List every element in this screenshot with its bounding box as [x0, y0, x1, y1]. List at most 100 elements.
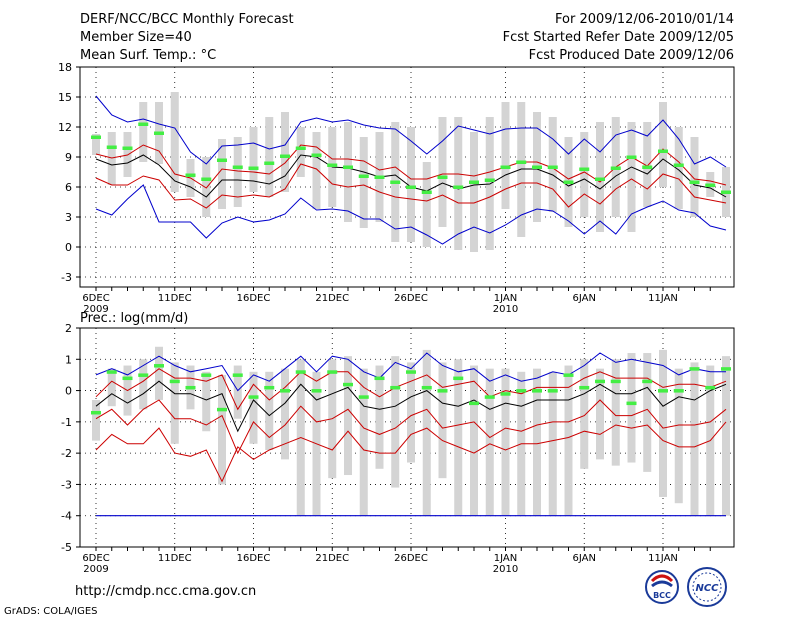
prec-ensemble-marker	[421, 385, 432, 390]
source-url[interactable]: http://cmdp.ncc.cma.gov.cn	[75, 584, 256, 599]
prec-spread-bar	[233, 365, 242, 419]
temperature-variable-label: Mean Surf. Temp.: °C	[80, 48, 216, 63]
prec-spread-bar	[202, 371, 211, 432]
temp-xtick-year: 2009	[83, 304, 108, 315]
temp-spread-bar	[659, 102, 667, 187]
prec-ensemble-marker	[516, 389, 527, 393]
prec-spread-bar	[659, 349, 667, 497]
prec-series-max	[95, 352, 726, 392]
prec-spread-bar	[281, 368, 289, 460]
temp-ensemble-marker	[106, 145, 117, 149]
prec-spread-bar	[548, 371, 557, 516]
temp-spread-bar	[501, 102, 510, 209]
prec-spread-bar	[564, 365, 573, 516]
temp-spread-bar	[249, 127, 258, 192]
prec-ensemble-marker	[547, 389, 558, 393]
prec-ytick-label: 0	[65, 385, 72, 398]
prec-ytick-label: -1	[61, 416, 72, 429]
bcc-logo-text: BCC	[653, 591, 671, 600]
prec-spread-bar	[596, 368, 604, 460]
prec-ensemble-marker	[122, 376, 133, 381]
temp-spread-bar	[312, 132, 321, 209]
prec-plot-frame	[79, 327, 735, 548]
temp-ensemble-marker	[453, 185, 464, 189]
temp-xtick-label: 21DEC	[315, 293, 349, 304]
temp-spread-bar	[296, 127, 305, 177]
prec-spread-bar	[643, 353, 652, 472]
temp-ytick-label: 12	[58, 121, 72, 134]
prec-spread-bar	[422, 349, 431, 516]
temp-ensemble-marker	[217, 158, 227, 162]
prec-ytick-label: -4	[61, 510, 72, 523]
prec-spread-bar	[218, 374, 226, 485]
temp-ensemble-marker	[658, 149, 668, 153]
temp-ensemble-marker	[721, 190, 731, 194]
prec-spread-bar	[501, 368, 510, 516]
prec-spread-bar	[674, 368, 683, 504]
prec-ensemble-marker	[469, 401, 479, 406]
temp-ensemble-marker	[689, 180, 700, 184]
temp-ytick-label: 0	[65, 241, 72, 254]
prec-series-min	[95, 421, 727, 483]
prec-ytick-label: 1	[65, 353, 72, 366]
prec-spread-bar	[265, 371, 274, 451]
prec-xtick-label: 26DEC	[394, 553, 428, 564]
prec-ensemble-marker	[106, 370, 117, 374]
prec-ensemble-marker	[295, 370, 306, 374]
prec-spread-bar	[375, 365, 384, 469]
temp-ytick-label: -3	[61, 271, 72, 284]
prec-series-mean	[95, 380, 727, 433]
prec-xtick-label: 11DEC	[158, 553, 192, 564]
temp-spread-bar	[170, 92, 179, 192]
prec-spread-bar	[107, 368, 116, 407]
prec-spread-bar	[611, 359, 620, 466]
prec-xtick-label: 16DEC	[237, 553, 271, 564]
temp-ensemble-marker	[138, 122, 149, 126]
prec-ensemble-marker	[610, 379, 621, 384]
prec-spread-bar	[533, 368, 541, 516]
prec-spread-bar	[155, 346, 163, 400]
prec-ensemble-marker	[689, 367, 700, 371]
temp-ensemble-marker	[311, 153, 322, 157]
bcc-logo: BCC	[645, 570, 679, 604]
prec-xtick-year: 2010	[493, 564, 518, 575]
prec-spread-bar	[92, 399, 100, 441]
temp-plot-frame	[79, 66, 735, 288]
prec-spread-bar	[249, 371, 258, 444]
temp-spread-bar	[139, 102, 148, 162]
prec-ensemble-marker	[264, 385, 275, 390]
prec-series-p10	[95, 399, 727, 455]
prec-spread-bar	[407, 362, 415, 463]
prec-ensemble-marker	[343, 382, 353, 387]
temp-spread-bar	[422, 162, 431, 247]
temp-series-p90	[95, 144, 727, 189]
prec-spread-bar	[170, 362, 179, 444]
prec-ensemble-marker	[327, 370, 338, 374]
prec-spread-bar	[438, 362, 447, 479]
temp-ensemble-marker	[532, 165, 542, 169]
temp-series-p10	[95, 163, 727, 209]
temp-xtick-label: 1JAN	[494, 293, 517, 304]
temp-spread-bar	[627, 122, 636, 232]
prec-ensemble-marker	[248, 395, 259, 399]
temp-ensemble-marker	[374, 175, 385, 179]
temp-ensemble-marker	[595, 177, 605, 181]
member-size-label: Member Size=40	[80, 30, 192, 45]
prec-spread-bar	[722, 356, 730, 516]
temp-ensemble-marker	[626, 155, 637, 159]
temp-spread-bar	[265, 117, 274, 197]
temp-xtick-label: 6JAN	[573, 293, 596, 304]
ncc-logo-text: NCC	[695, 583, 719, 594]
temp-ensemble-marker	[264, 161, 275, 165]
temp-xtick-year: 2010	[493, 304, 518, 315]
temp-ensemble-marker	[469, 180, 479, 184]
prec-spread-bar	[344, 356, 352, 476]
temp-spread-bar	[674, 127, 683, 209]
precip-variable-label: Prec.: log(mm/d)	[80, 311, 188, 326]
temp-ensemble-marker	[295, 146, 306, 150]
temp-spread-bar	[438, 117, 447, 227]
temp-series-min	[95, 184, 727, 245]
prec-spread-bar	[139, 359, 148, 410]
prec-ensemble-marker	[642, 379, 653, 384]
